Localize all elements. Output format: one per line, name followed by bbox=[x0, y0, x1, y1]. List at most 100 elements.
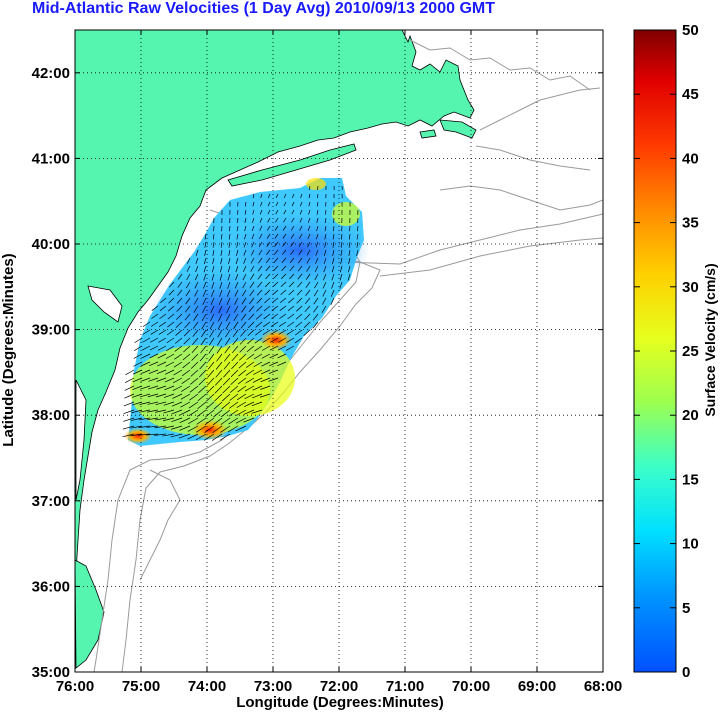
velocity-arrow bbox=[228, 417, 239, 425]
velocity-arrow bbox=[147, 409, 159, 413]
velocity-arrow bbox=[257, 265, 263, 272]
velocity-arrow bbox=[244, 201, 247, 207]
velocity-arrow bbox=[148, 385, 159, 390]
velocity-arrow bbox=[315, 257, 319, 264]
velocity-arrow bbox=[295, 321, 303, 328]
velocity-arrow bbox=[259, 393, 271, 398]
velocity-arrow bbox=[228, 409, 239, 417]
velocity-arrow bbox=[198, 377, 207, 386]
velocity-arrow bbox=[315, 233, 319, 240]
velocity-arrow bbox=[279, 313, 287, 319]
velocity-arrow bbox=[206, 393, 215, 402]
velocity-arrow bbox=[244, 209, 247, 215]
velocity-arrow bbox=[251, 233, 255, 240]
velocity-arrow bbox=[123, 417, 135, 422]
velocity-arrow bbox=[267, 201, 271, 207]
velocity-arrow bbox=[183, 337, 191, 345]
velocity-arrow bbox=[312, 313, 319, 321]
velocity-arrow bbox=[205, 401, 215, 410]
velocity-arrow bbox=[291, 217, 295, 223]
velocity-arrow bbox=[132, 385, 143, 391]
velocity-arrow bbox=[166, 337, 175, 344]
velocity-arrow bbox=[279, 305, 287, 311]
velocity-arrow bbox=[225, 321, 231, 330]
velocity-arrow bbox=[176, 313, 183, 320]
colorbar-tick-label: 50 bbox=[682, 22, 699, 39]
velocity-arrow bbox=[203, 273, 207, 281]
velocity-arrow bbox=[163, 393, 175, 398]
velocity-arrow bbox=[250, 257, 255, 264]
velocity-arrow bbox=[200, 345, 207, 354]
velocity-arrow bbox=[168, 289, 175, 296]
velocity-arrow bbox=[223, 361, 231, 370]
velocity-arrow bbox=[288, 297, 295, 304]
velocity-arrow bbox=[313, 297, 319, 305]
velocity-arrow bbox=[236, 241, 239, 248]
velocity-arrow bbox=[275, 193, 279, 199]
velocity-arrow bbox=[190, 369, 199, 377]
velocity-arrow bbox=[162, 417, 175, 422]
velocity-arrow bbox=[241, 289, 247, 297]
velocity-arrow bbox=[331, 281, 335, 289]
velocity-arrow bbox=[216, 337, 223, 346]
velocity-arrow bbox=[167, 305, 175, 312]
velocity-arrow bbox=[206, 385, 215, 394]
velocity-arrow bbox=[194, 289, 199, 297]
velocity-arrow bbox=[264, 281, 271, 288]
velocity-arrow bbox=[242, 281, 247, 289]
velocity-arrow bbox=[347, 265, 351, 273]
velocity-arrow bbox=[182, 353, 191, 361]
velocity-arrow bbox=[245, 369, 255, 376]
velocity-arrow bbox=[265, 273, 271, 280]
colorbar-tick-label: 35 bbox=[682, 215, 699, 232]
y-tick-label: 35:00 bbox=[32, 664, 70, 681]
velocity-arrow bbox=[324, 233, 327, 240]
velocity-arrow bbox=[308, 193, 311, 199]
velocity-arrow bbox=[148, 377, 159, 382]
velocity-arrow bbox=[195, 249, 199, 256]
velocity-arrow bbox=[234, 297, 239, 305]
velocity-arrow bbox=[216, 345, 223, 354]
velocity-arrow bbox=[229, 385, 239, 393]
velocity-arrow bbox=[141, 345, 151, 351]
velocity-arrow bbox=[273, 249, 279, 255]
velocity-arrow bbox=[243, 249, 247, 256]
velocity-arrow bbox=[216, 353, 223, 362]
colorbar-tick-label: 10 bbox=[682, 536, 699, 553]
velocity-arrow bbox=[242, 273, 247, 281]
velocity-arrow bbox=[287, 313, 295, 320]
velocity-arrow bbox=[159, 305, 167, 312]
velocity-arrow bbox=[330, 289, 335, 297]
velocity-arrow bbox=[296, 297, 303, 304]
velocity-arrow bbox=[148, 369, 159, 374]
long-island bbox=[227, 143, 357, 187]
velocity-arrow bbox=[261, 345, 271, 351]
velocity-arrow bbox=[243, 241, 247, 248]
velocity-arrow bbox=[236, 233, 239, 240]
velocity-arrow bbox=[202, 305, 207, 314]
velocity-arrow bbox=[142, 321, 151, 327]
velocity-arrow bbox=[307, 233, 311, 240]
velocity-arrow bbox=[200, 337, 207, 346]
velocity-arrow bbox=[219, 433, 231, 441]
velocity-arrow bbox=[208, 345, 215, 354]
velocity-arrow bbox=[193, 297, 199, 305]
colorbar-tick-label: 30 bbox=[682, 279, 699, 296]
velocity-arrow bbox=[254, 345, 263, 352]
velocity-arrow bbox=[150, 321, 159, 327]
velocity-arrow bbox=[210, 305, 215, 314]
velocity-arrow bbox=[170, 425, 183, 430]
velocity-arrow bbox=[231, 353, 239, 362]
velocity-arrow bbox=[265, 257, 271, 264]
x-tick-label: 69:00 bbox=[518, 678, 556, 695]
y-tick-label: 41:00 bbox=[32, 150, 70, 167]
velocity-arrow bbox=[181, 369, 191, 377]
velocity-arrow bbox=[146, 433, 159, 436]
velocity-arrow bbox=[236, 393, 247, 401]
velocity-arrow bbox=[249, 289, 255, 297]
velocity-arrow bbox=[203, 433, 215, 441]
velocity-arrow bbox=[265, 265, 271, 272]
velocity-arrow bbox=[275, 209, 279, 215]
velocity-arrow bbox=[210, 297, 215, 306]
velocity-arrow bbox=[217, 321, 223, 330]
